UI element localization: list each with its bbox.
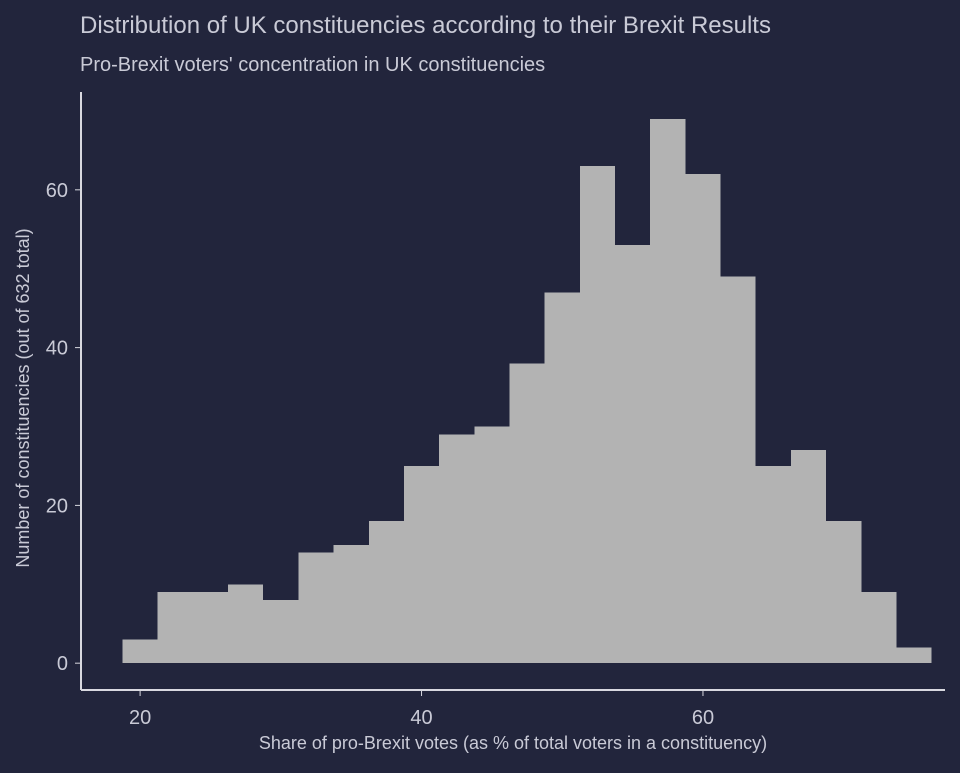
x-tick-label: 20 [129,707,151,729]
bars-layer [122,118,932,664]
x-tick-label: 40 [410,707,432,729]
histogram-bar [122,639,158,664]
histogram-bar [579,166,616,664]
histogram-bar [368,521,404,664]
y-axis-label: Number of constituencies (out of 632 tot… [13,228,33,567]
histogram-bar [263,600,299,664]
chart-title: Distribution of UK constituencies accord… [80,12,771,39]
histogram-bar [685,174,721,664]
histogram-bar [790,450,827,664]
histogram-bar [861,592,897,664]
histogram-bar [474,426,510,664]
histogram-bar [192,592,229,664]
y-tick-label: 20 [46,495,68,517]
histogram-bar [720,276,756,664]
histogram-bar [403,465,440,664]
y-tick-label: 0 [57,653,68,675]
y-tick-label: 40 [46,338,68,360]
chart-subtitle: Pro-Brexit voters' concentration in UK c… [80,54,545,76]
x-tick-label: 60 [692,707,714,729]
histogram-bar [439,434,475,664]
histogram-bar [298,552,334,664]
x-axis-label: Share of pro-Brexit votes (as % of total… [259,733,767,753]
histogram-bar [615,245,651,664]
histogram-bar [333,544,369,664]
x-ticks: 20 40 60 [129,690,714,729]
y-tick-label: 60 [46,180,68,202]
y-ticks: 0 20 40 60 [46,180,81,675]
histogram-bar [650,118,686,664]
histogram-bar [896,647,932,664]
histogram-bar [509,363,545,664]
histogram-bar [826,521,862,664]
histogram-bar [157,592,193,664]
histogram-bar [544,292,580,664]
histogram-bar [755,465,791,664]
histogram-bar [228,584,264,664]
